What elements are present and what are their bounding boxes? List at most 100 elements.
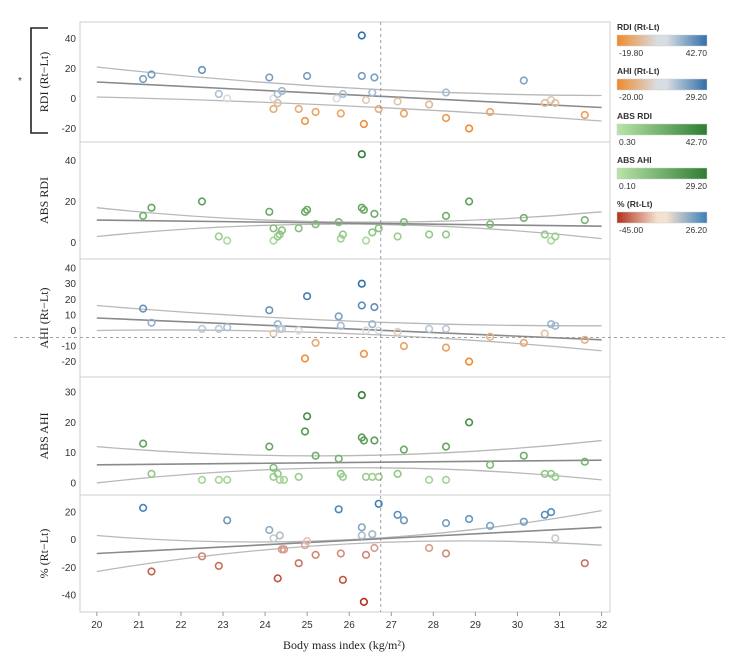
- y-tick-label: 0: [70, 535, 76, 546]
- trend-line: [96, 459, 602, 466]
- y-tick-label: 0: [70, 326, 76, 337]
- data-point: [441, 230, 451, 239]
- trend-line: [96, 317, 602, 341]
- data-point: [147, 318, 156, 327]
- y-tick-label: -20: [62, 124, 77, 135]
- data-point: [311, 107, 320, 117]
- data-point: [197, 65, 207, 75]
- data-point: [486, 521, 495, 531]
- data-point: [399, 342, 409, 351]
- legend-min: 0.10: [619, 181, 636, 191]
- panel-5: -40 -20 0 20 % (Rt−Lt): [37, 494, 610, 607]
- x-tick-label: 20: [91, 620, 103, 631]
- data-point: [441, 113, 451, 123]
- data-point: [551, 321, 560, 330]
- legend-1: RDI (Rt-Lt) -19.80 42.70: [616, 22, 708, 58]
- panel-3: -20 -10 0 10 20 30 40 AHI (Rt−Lt): [14, 258, 726, 368]
- y-tick-label: -10: [62, 342, 77, 353]
- ci-lower-line: [96, 467, 602, 484]
- data-point: [197, 324, 207, 334]
- y-tick-label: -20: [62, 357, 77, 368]
- data-point: [197, 552, 207, 561]
- data-point: [300, 541, 310, 550]
- data-point: [546, 507, 556, 517]
- x-tick-label: 32: [596, 620, 608, 631]
- data-point: [300, 427, 310, 436]
- ci-upper-line: [96, 66, 602, 97]
- x-tick-label: 30: [512, 620, 524, 631]
- data-point: [147, 469, 156, 479]
- data-point: [273, 98, 282, 108]
- data-point: [214, 475, 223, 485]
- color-legend: RDI (Rt-Lt) -19.80 42.70 AHI (Rt-Lt) -20.00 2…: [616, 22, 708, 235]
- data-point: [334, 505, 343, 514]
- data-point: [519, 517, 528, 526]
- data-point: [519, 338, 528, 348]
- data-point: [214, 232, 223, 241]
- data-point: [338, 472, 348, 482]
- data-point: [275, 531, 284, 540]
- data-point: [214, 89, 223, 99]
- ci-upper-line: [96, 510, 602, 543]
- data-point: [214, 561, 223, 571]
- data-point: [303, 536, 312, 546]
- ci-lower-line: [96, 223, 602, 240]
- y-tick-label: 40: [65, 156, 77, 167]
- y-axis-label: ABS RDI: [37, 177, 51, 224]
- y-tick-label: 40: [65, 264, 77, 275]
- data-point: [139, 503, 148, 513]
- y-tick-label: 20: [65, 418, 77, 429]
- data-point: [357, 523, 366, 532]
- data-point: [294, 472, 303, 482]
- data-point: [441, 324, 451, 334]
- data-point: [361, 95, 371, 105]
- data-point: [519, 213, 528, 223]
- data-point: [441, 475, 451, 485]
- data-point: [147, 70, 156, 79]
- data-point: [275, 230, 284, 239]
- data-point: [265, 207, 274, 216]
- legend-2: AHI (Rt-Lt) -20.00 29.20: [616, 66, 707, 102]
- legend-gradient: [616, 123, 708, 136]
- data-point: [540, 98, 549, 108]
- data-point: [441, 442, 451, 451]
- data-point: [139, 439, 148, 448]
- data-point: [311, 550, 320, 560]
- data-point: [361, 550, 371, 560]
- data-point: [486, 332, 495, 341]
- trend-line: [96, 81, 602, 109]
- data-point: [551, 472, 560, 482]
- data-point: [279, 475, 289, 485]
- y-tick-label: 30: [65, 279, 77, 290]
- data-point: [441, 518, 451, 528]
- x-axis: 20 21 22 23 24 25 26 27 28 29 30 31 32: [91, 612, 608, 631]
- data-point: [425, 230, 434, 239]
- data-point: [357, 279, 366, 288]
- data-point: [580, 335, 589, 344]
- legend-max: 42.70: [686, 48, 708, 58]
- data-point: [357, 531, 366, 540]
- data-point: [465, 197, 474, 206]
- ci-upper-line: [96, 304, 602, 327]
- y-axis-label: ABS AHI: [37, 412, 51, 459]
- data-point: [359, 597, 369, 607]
- data-point: [370, 73, 379, 82]
- y-tick-label: 10: [65, 310, 77, 321]
- data-point: [294, 326, 303, 335]
- data-point: [580, 457, 589, 466]
- data-point: [269, 236, 278, 245]
- y-tick-label: 0: [70, 238, 76, 249]
- legend-min: 0.30: [619, 137, 636, 147]
- data-point: [361, 326, 371, 335]
- data-point: [303, 71, 312, 81]
- data-point: [336, 234, 345, 243]
- x-tick-label: 31: [554, 620, 566, 631]
- data-point: [441, 549, 451, 558]
- legend-max: 42.70: [686, 137, 708, 147]
- x-tick-label: 23: [217, 620, 229, 631]
- data-point: [332, 94, 341, 103]
- data-point: [303, 205, 312, 214]
- data-point: [368, 320, 377, 329]
- ci-upper-line: [96, 439, 602, 457]
- legend-gradient: [616, 34, 708, 47]
